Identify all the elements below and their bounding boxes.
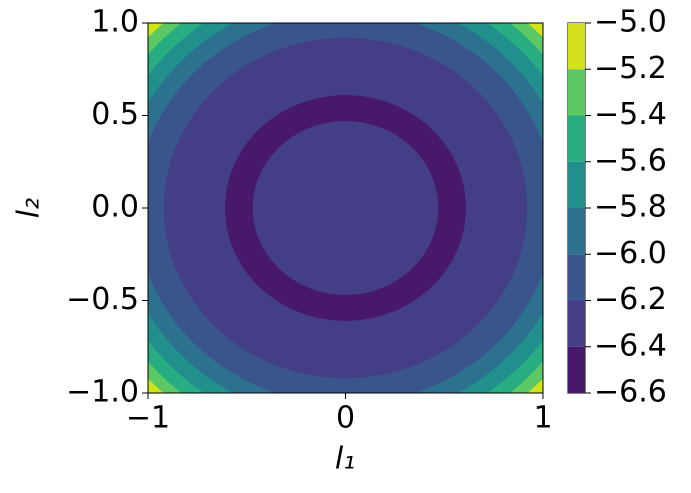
x-tick-label: 1 (533, 401, 552, 436)
y-tick-label: −1.0 (66, 375, 139, 410)
x-tick-label: 0 (336, 401, 355, 436)
colorbar-tick-label: −5.6 (594, 143, 667, 178)
y-tick-label: 0.0 (91, 190, 139, 225)
x-axis-label: l₁ (335, 442, 355, 477)
colorbar-band (568, 300, 585, 347)
colorbar-band (568, 115, 585, 162)
y-axis-label: l₂ (12, 198, 47, 218)
contour-region (252, 121, 439, 295)
colorbar-tick-label: −6.6 (594, 375, 667, 410)
colorbar-band (568, 346, 585, 393)
colorbar-tick-label: −5.8 (594, 190, 667, 225)
colorbar-tick-label: −6.0 (594, 236, 667, 271)
y-tick-label: 1.0 (91, 5, 139, 40)
y-tick-label: −0.5 (66, 282, 139, 317)
colorbar-band (568, 161, 585, 208)
colorbar-band (568, 254, 585, 301)
colorbar-tick-label: −6.2 (594, 282, 667, 317)
y-tick-label: 0.5 (91, 97, 139, 132)
x-tick-label: −1 (126, 401, 170, 436)
colorbar-band (568, 69, 585, 116)
colorbar-tick-label: −5.0 (594, 5, 667, 40)
colorbar-band (568, 208, 585, 255)
colorbar-band (568, 23, 585, 70)
contour-area (148, 23, 543, 393)
colorbar-tick-label: −5.4 (594, 97, 667, 132)
colorbar-tick-label: −5.2 (594, 51, 667, 86)
colorbar-tick-label: −6.4 (594, 328, 667, 363)
